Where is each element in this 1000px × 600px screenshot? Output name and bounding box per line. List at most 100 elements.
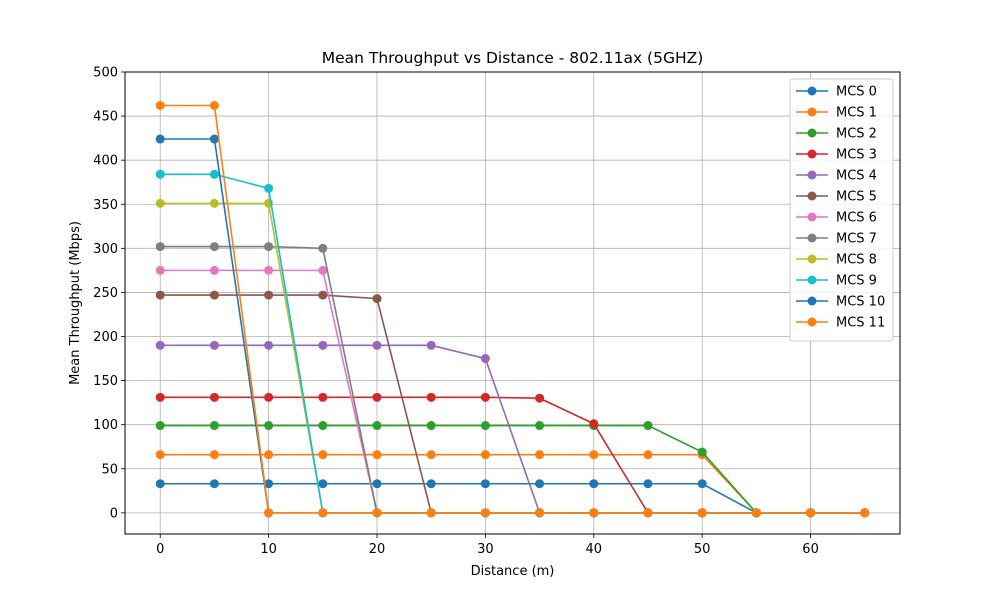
data-point <box>318 265 328 275</box>
y-tick-label: 500 <box>93 66 118 81</box>
data-point <box>697 447 707 457</box>
data-point <box>264 290 274 300</box>
data-point <box>426 392 436 402</box>
data-point <box>751 508 761 518</box>
data-point <box>318 450 328 460</box>
data-point <box>318 290 328 300</box>
data-point <box>535 393 545 403</box>
data-point <box>209 242 219 252</box>
x-tick-label: 50 <box>694 542 711 557</box>
series-11 <box>155 101 870 518</box>
legend-item: MCS 1 <box>796 106 877 121</box>
data-point <box>209 340 219 350</box>
data-point <box>426 340 436 350</box>
data-point <box>806 508 816 518</box>
legend-label: MCS 5 <box>836 190 877 205</box>
y-tick-label: 450 <box>93 110 118 125</box>
data-point <box>697 508 707 518</box>
series-line <box>160 482 865 514</box>
data-point <box>372 421 382 431</box>
data-point <box>155 198 165 208</box>
data-point <box>155 340 165 350</box>
data-point <box>589 419 599 429</box>
data-point <box>480 450 490 460</box>
data-point <box>155 479 165 489</box>
data-point <box>318 421 328 431</box>
data-point <box>589 450 599 460</box>
legend-item: MCS 0 <box>796 85 877 100</box>
legend-label: MCS 1 <box>836 106 877 121</box>
plot-frame <box>124 71 901 535</box>
data-point <box>860 508 870 518</box>
data-point <box>209 479 219 489</box>
data-point <box>209 290 219 300</box>
legend-item: MCS 10 <box>796 295 885 310</box>
data-point <box>155 421 165 431</box>
data-point <box>264 421 274 431</box>
y-tick-label: 200 <box>93 330 118 345</box>
data-point <box>372 340 382 350</box>
axis-ticks: 0 10 20 30 40 50 60 0 50 100 150 200 250 300 350 400 450… <box>93 66 819 558</box>
data-point <box>209 392 219 402</box>
data-point <box>264 265 274 275</box>
series-line <box>160 424 865 514</box>
series-line <box>160 104 865 514</box>
data-point <box>643 508 653 518</box>
data-point <box>480 392 490 402</box>
data-point <box>209 169 219 179</box>
x-tick-label: 40 <box>586 542 603 557</box>
data-point <box>209 134 219 144</box>
data-point <box>264 340 274 350</box>
data-point <box>372 508 382 518</box>
legend-marker <box>807 233 817 243</box>
legend: MCS 0 MCS 1 MCS 2 MCS 3 MCS 4 MCS 5 MCS 6 MCS 7… <box>789 78 894 342</box>
data-point <box>209 450 219 460</box>
data-point <box>589 508 599 518</box>
data-point <box>535 508 545 518</box>
legend-item: MCS 4 <box>796 169 877 184</box>
legend-marker <box>807 296 817 306</box>
data-point <box>480 479 490 489</box>
data-point <box>318 508 328 518</box>
data-point <box>372 450 382 460</box>
grid <box>125 71 900 534</box>
y-tick-label: 350 <box>93 198 118 213</box>
y-tick-label: 0 <box>110 506 118 521</box>
y-tick-label: 100 <box>93 418 118 433</box>
data-point <box>209 198 219 208</box>
data-point <box>155 290 165 300</box>
legend-marker <box>807 107 817 117</box>
y-tick-label: 300 <box>93 242 118 257</box>
data-point <box>155 134 165 144</box>
y-tick-label: 150 <box>93 374 118 389</box>
legend-marker <box>807 86 817 96</box>
legend-label: MCS 2 <box>836 127 877 142</box>
data-point <box>264 508 274 518</box>
data-point <box>264 479 274 489</box>
data-point <box>264 183 274 193</box>
legend-marker <box>807 317 817 327</box>
data-point <box>643 450 653 460</box>
data-point <box>318 392 328 402</box>
legend-item: MCS 5 <box>796 190 877 205</box>
legend-label: MCS 0 <box>836 85 877 100</box>
data-point <box>589 479 599 489</box>
data-point <box>264 242 274 252</box>
data-point <box>535 450 545 460</box>
data-point <box>264 392 274 402</box>
data-point <box>480 421 490 431</box>
y-tick-label: 400 <box>93 154 118 169</box>
legend-marker <box>807 254 817 264</box>
data-point <box>372 479 382 489</box>
legend-marker <box>807 212 817 222</box>
data-point <box>426 421 436 431</box>
legend-item: MCS 8 <box>796 253 877 268</box>
data-point <box>155 392 165 402</box>
legend-label: MCS 7 <box>836 232 877 247</box>
legend-item: MCS 6 <box>796 211 877 226</box>
legend-marker <box>807 170 817 180</box>
y-axis-title: Mean Throughput (Mbps) <box>68 221 83 385</box>
legend-item: MCS 3 <box>796 148 877 163</box>
y-tick-label: 50 <box>101 462 118 477</box>
